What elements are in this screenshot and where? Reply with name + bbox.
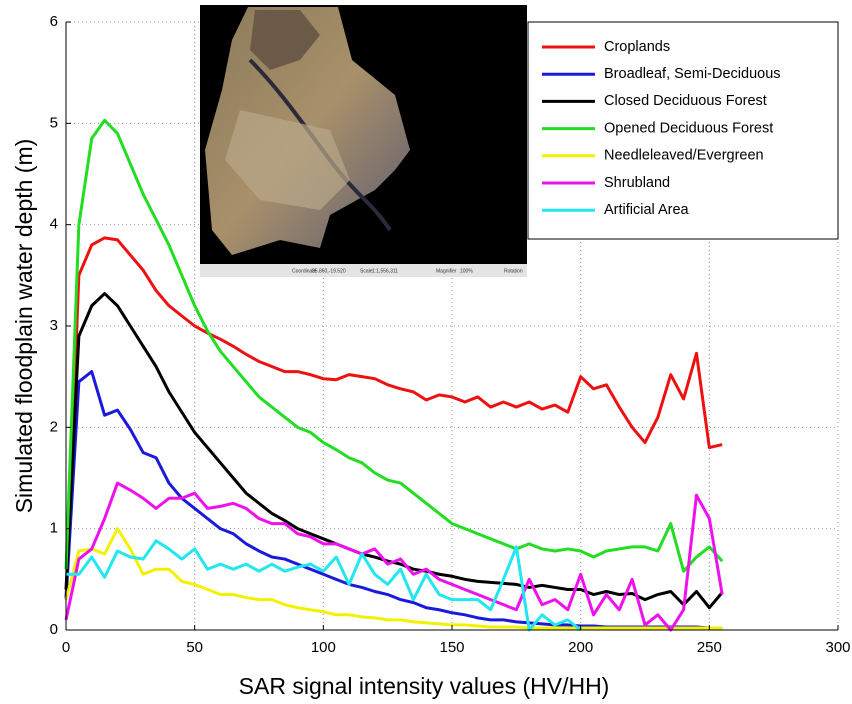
y-tick-label: 5 — [50, 114, 58, 131]
inset-status-text: 100% — [460, 268, 473, 274]
y-tick-label: 6 — [50, 13, 58, 30]
series-line — [66, 483, 722, 630]
inset-status-text: 35.860,-19.520 — [312, 268, 346, 274]
y-tick-label: 4 — [50, 216, 58, 233]
legend-label: Shrubland — [604, 175, 670, 191]
x-tick-label: 250 — [697, 639, 722, 656]
x-tick-label: 200 — [568, 639, 593, 656]
x-tick-label: 150 — [439, 639, 464, 656]
inset-status-text: Scale — [360, 268, 373, 274]
x-axis-title: SAR signal intensity values (HV/HH) — [239, 673, 610, 699]
y-tick-label: 3 — [50, 317, 58, 334]
x-tick-label: 100 — [311, 639, 336, 656]
y-tick-label: 1 — [50, 520, 58, 537]
legend-label: Croplands — [604, 39, 670, 55]
inset-status-text: Rotation — [504, 268, 523, 274]
x-tick-label: 50 — [186, 639, 203, 656]
series-line — [66, 372, 722, 628]
x-tick-label: 300 — [825, 639, 850, 656]
y-tick-label: 0 — [50, 621, 58, 638]
legend-label: Closed Deciduous Forest — [604, 93, 767, 109]
chart: 0123456050100150200250300 Coordinate35.8… — [0, 0, 852, 704]
y-axis-title: Simulated floodplain water depth (m) — [11, 139, 37, 514]
inset-status-text: Magnifier — [436, 268, 457, 274]
legend-label: Needleleaved/Evergreen — [604, 148, 764, 164]
legend-label: Opened Deciduous Forest — [604, 120, 773, 136]
inset-status-text: 1:1,556,311 — [372, 268, 398, 274]
x-tick-label: 0 — [62, 639, 70, 656]
y-tick-label: 2 — [50, 418, 58, 435]
legend-label: Broadleaf, Semi-Deciduous — [604, 66, 781, 82]
legend-label: Artificial Area — [604, 202, 690, 218]
